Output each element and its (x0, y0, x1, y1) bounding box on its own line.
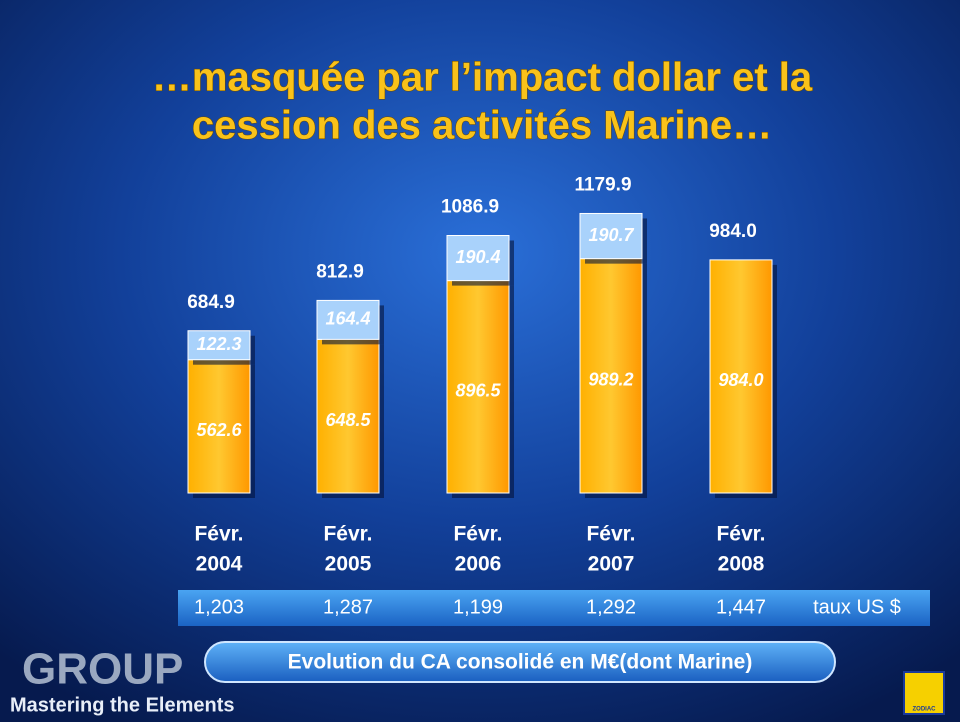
total-label: 984.0 (709, 221, 757, 242)
value-label: 896.5 (455, 381, 501, 401)
tagline: Mastering the Elements (10, 694, 235, 716)
value-label: 164.4 (325, 309, 370, 329)
title-line: cession des activités Marine… (192, 104, 772, 148)
value-label: 190.7 (588, 225, 634, 245)
value-label: 984.0 (718, 370, 763, 390)
value-label: 122.3 (196, 334, 241, 354)
slide: …masquée par l’impact dollar et la cessi… (0, 0, 960, 722)
value-label: 648.5 (325, 410, 371, 430)
value-label: 190.4 (455, 247, 500, 267)
x-tick-label: 2008 (718, 553, 765, 576)
total-label: 812.9 (316, 261, 364, 282)
total-label: 1179.9 (574, 174, 631, 195)
x-tick-label: Févr. (586, 523, 635, 546)
rate-label: 1,287 (323, 596, 373, 618)
rate-label: 1,203 (194, 596, 244, 618)
brand: ZODIAC (913, 707, 937, 713)
x-tick-label: Févr. (453, 523, 502, 546)
rate-label: 1,199 (453, 596, 503, 618)
x-tick-label: Févr. (323, 523, 372, 546)
logo: GROUP (22, 645, 183, 694)
x-tick-label: Févr. (716, 523, 765, 546)
value-label: 989.2 (588, 370, 633, 390)
x-tick-label: 2007 (588, 553, 635, 576)
rate-label: 1,447 (716, 596, 766, 618)
x-tick-label: 2004 (196, 553, 243, 576)
rates-label: taux US $ (813, 596, 901, 618)
value-label: 562.6 (196, 420, 242, 440)
title-line: …masquée par l’impact dollar et la (152, 56, 813, 100)
caption: Evolution du CA consolidé en M€(dont Mar… (288, 651, 753, 674)
rate-label: 1,292 (586, 596, 636, 618)
total-label: 684.9 (187, 292, 235, 313)
x-tick-label: 2005 (325, 553, 372, 576)
x-tick-label: Févr. (194, 523, 243, 546)
x-tick-label: 2006 (455, 553, 502, 576)
total-label: 1086.9 (441, 197, 499, 218)
